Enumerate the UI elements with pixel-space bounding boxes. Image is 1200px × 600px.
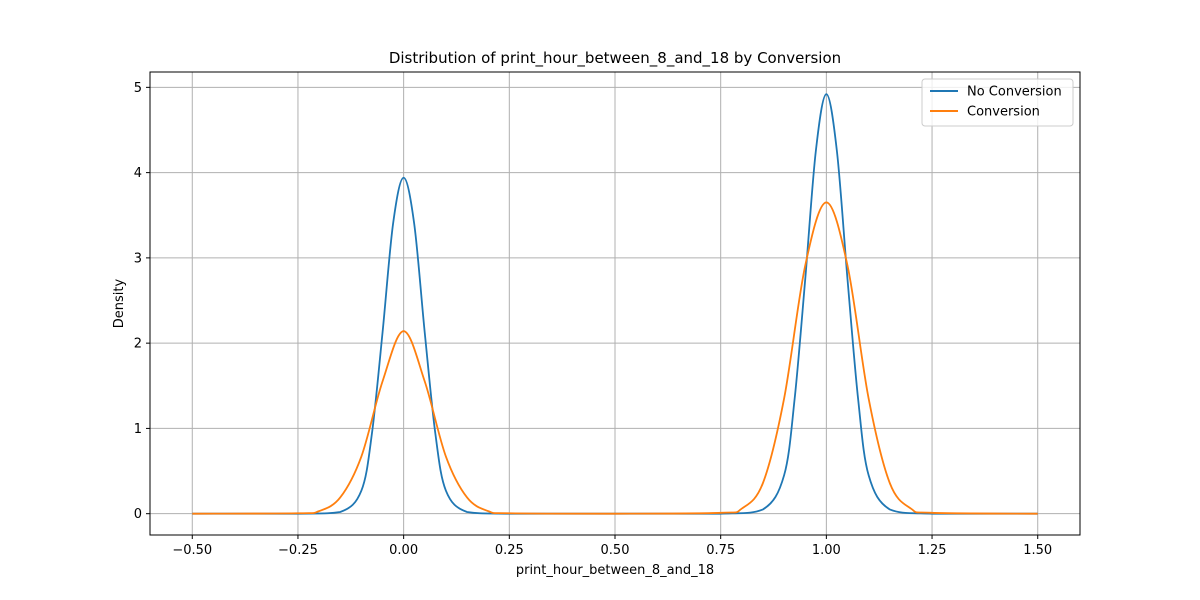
legend-box [921,78,1074,127]
y-tick-label: 1 [134,422,142,437]
y-tick-label: 2 [134,337,142,352]
series-lines [192,93,1038,515]
x-tick-label: 1.00 [812,543,841,558]
x-tick-label: −0.50 [172,543,212,558]
x-axis-label: print_hour_between_8_and_18 [516,563,714,578]
legend: No Conversion Conversion [921,78,1074,127]
chart-title: Distribution of print_hour_between_8_and… [389,49,841,68]
y-tick-label: 3 [134,251,142,266]
x-tick-label: 0.50 [601,543,630,558]
y-tick-label: 5 [134,81,142,96]
y-axis-label: Density [112,278,127,328]
x-tick-label: 0.00 [389,543,418,558]
x-tick-label: 1.50 [1023,543,1052,558]
legend-label-conversion: Conversion [967,105,1040,120]
y-tick-label: 4 [134,166,142,181]
x-tick-label: 0.25 [495,543,524,558]
y-tick-label: 0 [134,507,142,522]
axis-ticks: −0.50 −0.25 0.00 0.25 0.50 0.75 1.00 1.25 1.50 0 1… [134,81,1052,558]
x-tick-label: 1.25 [918,543,947,558]
x-tick-label: 0.75 [706,543,735,558]
x-tick-label: −0.25 [278,543,318,558]
legend-label-no-conversion: No Conversion [967,85,1062,100]
series-line-conversion [192,201,1038,515]
